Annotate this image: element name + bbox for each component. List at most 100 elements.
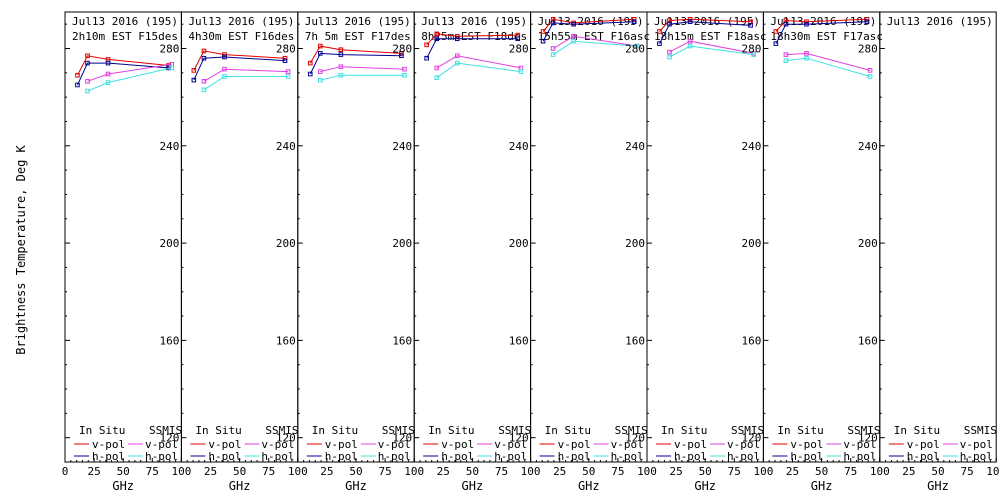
series-point-insitu_h <box>515 36 521 42</box>
legend-insitu-title: In Situ <box>195 424 241 437</box>
x-tick-label: 75 <box>495 465 508 478</box>
series-line-insitu_v <box>426 33 518 46</box>
panel-subtitle: 2h10m EST F15des <box>72 30 178 43</box>
series-point-ssmis_v <box>201 79 207 84</box>
y-tick-label: 160 <box>276 334 296 347</box>
y-tick-label: 200 <box>392 237 412 250</box>
series-point-ssmis_v <box>667 49 672 55</box>
x-tick-label: 50 <box>931 465 944 478</box>
legend-ssmis-h-label: h-pol <box>843 450 876 463</box>
series-point-ssmis_h <box>804 55 809 61</box>
series-point-insitu_v <box>282 55 288 61</box>
x-tick-label: 25 <box>204 465 217 478</box>
legend-ssmis-h-label: h-pol <box>494 450 527 463</box>
panel-4: Jul13 2016 (195) 8h25m EST F18des 25 50 75 10… <box>392 11 541 493</box>
x-tick-label: 50 <box>349 465 362 478</box>
series-point-insitu_h <box>748 23 753 28</box>
panel-1: Jul13 2016 (195) 2h10m EST F15des 0 25 50 75 1… <box>62 11 191 493</box>
series-point-insitu_h <box>201 55 207 61</box>
panel-subtitle: 18h30m EST F17asc <box>770 30 883 43</box>
x-tick-label: 75 <box>262 465 275 478</box>
series-point-ssmis_h <box>687 43 693 49</box>
panel-title: Jul13 2016 (195) <box>421 15 527 28</box>
panel-title: Jul13 2016 (195) <box>887 15 993 28</box>
panel-subtitle: 4h30m EST F16des <box>188 30 294 43</box>
series-point-insitu_h <box>657 41 662 46</box>
x-tick-label: 25 <box>786 465 799 478</box>
series-point-insitu_h <box>85 60 90 66</box>
legend-ssmis-h-label: h-pol <box>611 450 644 463</box>
series-point-insitu_v <box>773 29 779 34</box>
legend-ssmis-title: SSMIS <box>847 424 880 437</box>
x-tick-label: 50 <box>815 465 828 478</box>
legend-insitu-v-label: v-pol <box>674 438 707 451</box>
series-point-ssmis_h <box>518 69 524 74</box>
series-point-ssmis_h <box>751 52 756 57</box>
series-point-ssmis_v <box>867 68 873 73</box>
series-point-ssmis_h <box>571 38 576 44</box>
legend-ssmis-v-label: v-pol <box>843 438 876 451</box>
series-point-ssmis_h <box>550 52 556 57</box>
series-point-insitu_h <box>105 60 111 66</box>
series-line-insitu_v <box>775 18 868 32</box>
series-point-ssmis_h <box>434 75 440 80</box>
series-point-ssmis_v <box>285 69 291 74</box>
series-point-ssmis_h <box>667 54 672 60</box>
legend-ssmis-title: SSMIS <box>964 424 997 437</box>
series-line-insitu_v <box>659 18 751 32</box>
y-tick-label: 240 <box>858 140 878 153</box>
legend-insitu-title: In Situ <box>777 424 823 437</box>
x-tick-label: 50 <box>582 465 595 478</box>
series-line-ssmis_v <box>203 68 289 82</box>
y-tick-label: 240 <box>276 140 296 153</box>
series-line-insitu_v <box>309 45 402 64</box>
y-tick-label: 160 <box>858 334 878 347</box>
x-tick-label: 75 <box>378 465 391 478</box>
series-point-insitu_v <box>307 60 313 66</box>
series-point-insitu_h <box>454 36 460 42</box>
panel-title: Jul13 2016 (195) <box>188 15 294 28</box>
series-point-ssmis_h <box>318 77 323 83</box>
legend-insitu-v-label: v-pol <box>208 438 241 451</box>
series-point-insitu_v <box>540 29 546 34</box>
series-point-insitu_h <box>571 21 576 27</box>
legend-insitu-v-label: v-pol <box>790 438 823 451</box>
legend-ssmis-v-label: v-pol <box>960 438 993 451</box>
series-point-insitu_h <box>550 20 556 26</box>
series-line-ssmis_v <box>436 55 521 69</box>
legend-insitu-h-label: h-pol <box>790 450 823 463</box>
panel-3: Jul13 2016 (195) 7h 5m EST F17des 25 50 75 10… <box>276 11 424 493</box>
series-line-insitu_h <box>659 21 751 44</box>
x-axis-label: GHz <box>811 479 833 493</box>
x-tick-label: 75 <box>728 465 741 478</box>
x-tick-label: 100 <box>171 465 191 478</box>
series-line-ssmis_v <box>669 40 754 54</box>
y-tick-label: 200 <box>160 237 180 250</box>
x-axis-label: GHz <box>345 479 367 493</box>
x-axis-label: GHz <box>112 479 134 493</box>
legend-insitu-v-label: v-pol <box>325 438 358 451</box>
series-line-insitu_v <box>193 50 286 71</box>
series-point-insitu_h <box>540 38 546 44</box>
series-line-ssmis_v <box>320 66 405 73</box>
series-line-insitu_h <box>77 62 169 86</box>
series-point-insitu_h <box>667 21 672 27</box>
series-point-ssmis_v <box>571 34 576 39</box>
series-point-ssmis_h <box>634 43 640 49</box>
series-point-ssmis_v <box>318 69 323 74</box>
series-point-ssmis_v <box>434 65 440 71</box>
x-tick-label: 25 <box>320 465 333 478</box>
series-point-ssmis_v <box>85 79 90 84</box>
legend-ssmis-v-label: v-pol <box>378 438 411 451</box>
legend-ssmis-h-label: h-pol <box>145 450 178 463</box>
legend-ssmis-v-label: v-pol <box>611 438 644 451</box>
series-point-insitu_v <box>399 51 404 56</box>
legend-ssmis-v-label: v-pol <box>261 438 294 451</box>
series-point-insitu_h <box>434 36 440 42</box>
series-point-insitu_v <box>864 16 870 22</box>
series-point-insitu_h <box>399 53 404 59</box>
y-tick-label: 120 <box>742 432 762 445</box>
series-point-insitu_h <box>783 21 789 27</box>
legend-ssmis-v-label: v-pol <box>145 438 178 451</box>
